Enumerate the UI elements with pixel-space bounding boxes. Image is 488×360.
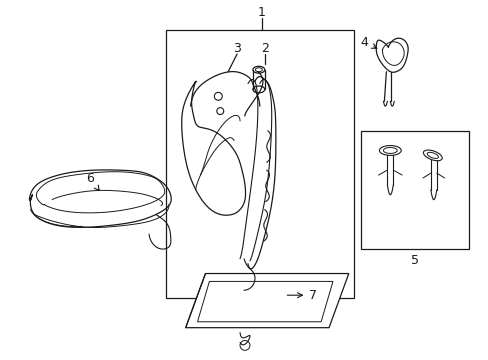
Bar	[165, 30, 353, 298]
Ellipse shape	[252, 66, 264, 73]
Polygon shape	[197, 282, 332, 322]
Circle shape	[214, 93, 222, 100]
Bar	[360, 131, 468, 249]
Text: 4: 4	[360, 36, 376, 49]
Ellipse shape	[383, 148, 396, 153]
Text: 7: 7	[287, 289, 317, 302]
Circle shape	[216, 108, 224, 114]
Text: 1: 1	[257, 6, 265, 19]
Ellipse shape	[423, 150, 441, 161]
Text: 3: 3	[233, 41, 241, 55]
Text: 6: 6	[86, 171, 99, 190]
Ellipse shape	[379, 145, 400, 156]
Polygon shape	[185, 274, 348, 328]
Ellipse shape	[252, 86, 264, 93]
Circle shape	[240, 341, 249, 350]
Text: 2: 2	[260, 41, 268, 55]
Ellipse shape	[255, 68, 262, 72]
Text: 5: 5	[410, 254, 418, 267]
Ellipse shape	[427, 152, 438, 158]
